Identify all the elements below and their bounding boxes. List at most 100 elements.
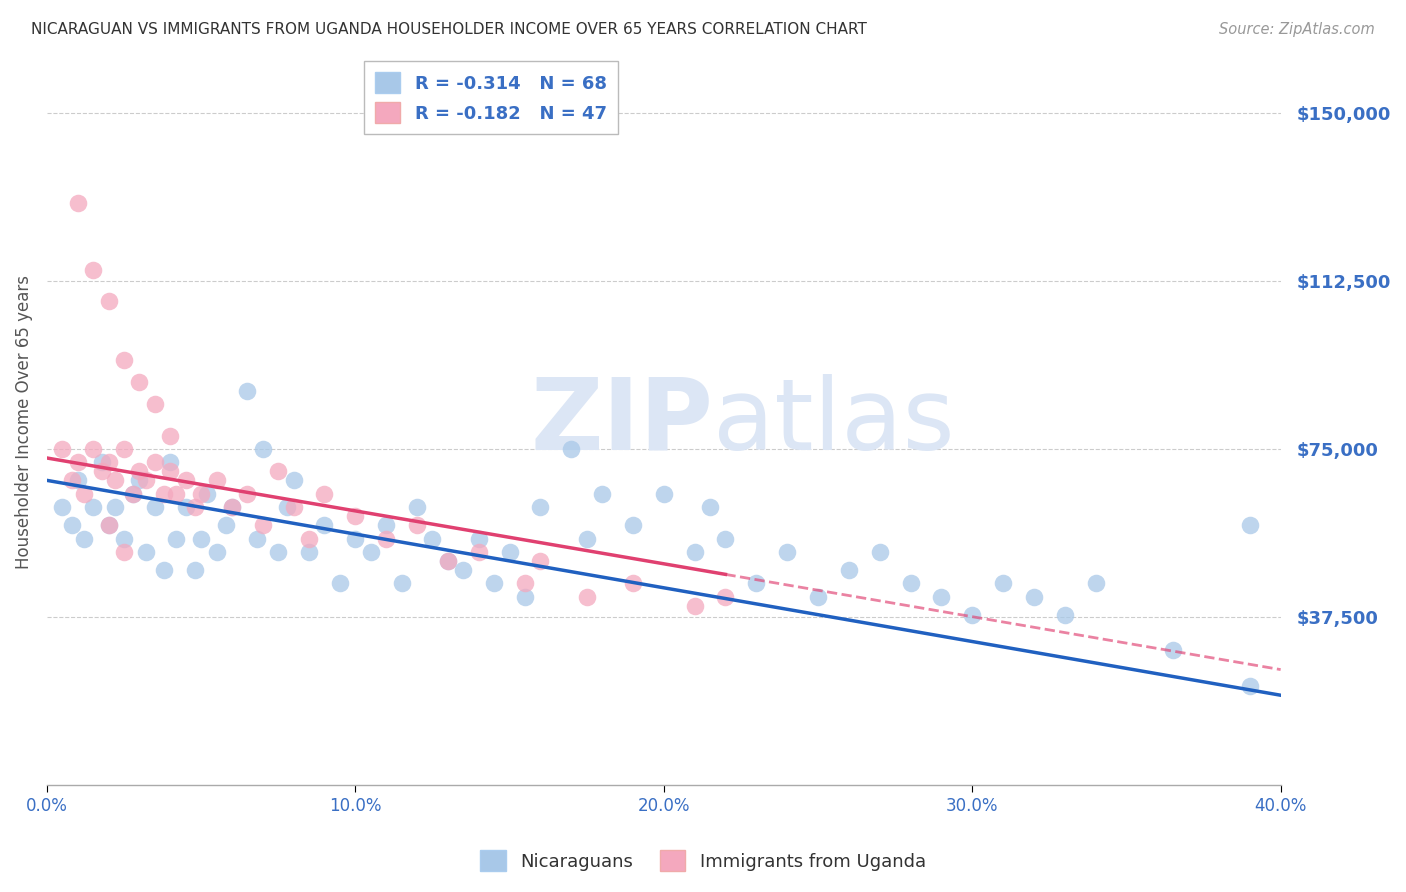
Point <box>482 576 505 591</box>
Point <box>165 487 187 501</box>
Point <box>97 518 120 533</box>
Point <box>66 455 89 469</box>
Point <box>174 474 197 488</box>
Legend: Nicaraguans, Immigrants from Uganda: Nicaraguans, Immigrants from Uganda <box>472 843 934 879</box>
Point <box>82 442 104 456</box>
Point <box>298 532 321 546</box>
Point <box>283 474 305 488</box>
Point <box>174 500 197 515</box>
Point <box>560 442 582 456</box>
Point <box>453 563 475 577</box>
Y-axis label: Householder Income Over 65 years: Householder Income Over 65 years <box>15 275 32 569</box>
Point <box>51 442 73 456</box>
Point <box>60 518 83 533</box>
Point <box>97 294 120 309</box>
Point <box>122 487 145 501</box>
Point <box>699 500 721 515</box>
Point <box>375 518 398 533</box>
Point <box>236 384 259 398</box>
Point <box>513 576 536 591</box>
Point <box>128 375 150 389</box>
Point <box>128 464 150 478</box>
Point <box>66 474 89 488</box>
Point <box>422 532 444 546</box>
Point <box>252 442 274 456</box>
Point <box>683 599 706 613</box>
Point <box>135 545 157 559</box>
Point <box>91 455 114 469</box>
Text: atlas: atlas <box>713 374 955 471</box>
Point <box>1161 643 1184 657</box>
Point <box>869 545 891 559</box>
Point <box>437 554 460 568</box>
Point <box>406 518 429 533</box>
Point <box>900 576 922 591</box>
Point <box>184 563 207 577</box>
Point <box>329 576 352 591</box>
Point <box>591 487 613 501</box>
Point <box>143 500 166 515</box>
Point <box>344 532 367 546</box>
Point <box>215 518 238 533</box>
Point <box>838 563 860 577</box>
Point <box>195 487 218 501</box>
Point <box>112 352 135 367</box>
Point <box>221 500 243 515</box>
Text: Source: ZipAtlas.com: Source: ZipAtlas.com <box>1219 22 1375 37</box>
Point <box>375 532 398 546</box>
Point <box>135 474 157 488</box>
Point <box>97 455 120 469</box>
Point <box>931 590 953 604</box>
Point <box>529 500 551 515</box>
Point <box>267 464 290 478</box>
Point <box>252 518 274 533</box>
Point <box>143 397 166 411</box>
Legend: R = -0.314   N = 68, R = -0.182   N = 47: R = -0.314 N = 68, R = -0.182 N = 47 <box>364 62 617 134</box>
Point <box>205 474 228 488</box>
Point <box>314 518 336 533</box>
Point <box>112 532 135 546</box>
Point <box>714 532 737 546</box>
Point <box>1239 679 1261 693</box>
Point <box>467 532 489 546</box>
Point <box>467 545 489 559</box>
Point <box>714 590 737 604</box>
Point <box>276 500 298 515</box>
Point <box>205 545 228 559</box>
Point <box>159 428 181 442</box>
Point <box>575 532 598 546</box>
Point <box>122 487 145 501</box>
Point <box>190 487 212 501</box>
Point <box>776 545 799 559</box>
Point <box>73 487 96 501</box>
Point <box>60 474 83 488</box>
Point <box>283 500 305 515</box>
Point <box>246 532 269 546</box>
Point <box>153 487 176 501</box>
Point <box>128 474 150 488</box>
Point <box>513 590 536 604</box>
Point <box>391 576 413 591</box>
Point <box>112 545 135 559</box>
Point <box>991 576 1014 591</box>
Point <box>344 509 367 524</box>
Text: ZIP: ZIP <box>530 374 713 471</box>
Point <box>745 576 768 591</box>
Point <box>683 545 706 559</box>
Point <box>236 487 259 501</box>
Point <box>143 455 166 469</box>
Point <box>221 500 243 515</box>
Point <box>51 500 73 515</box>
Point <box>112 442 135 456</box>
Point <box>153 563 176 577</box>
Point <box>960 607 983 622</box>
Point <box>575 590 598 604</box>
Point <box>165 532 187 546</box>
Point <box>91 464 114 478</box>
Point <box>190 532 212 546</box>
Point <box>529 554 551 568</box>
Point <box>159 464 181 478</box>
Point <box>82 263 104 277</box>
Point <box>267 545 290 559</box>
Point <box>652 487 675 501</box>
